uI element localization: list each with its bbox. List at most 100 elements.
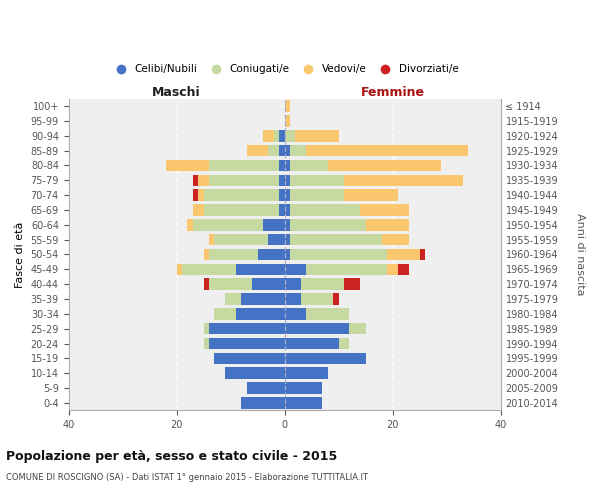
Bar (268, 145, 279, 156)
Text: Popolazione per età, sesso e stato civile - 2015: Popolazione per età, sesso e stato civil… (6, 450, 337, 463)
Bar (279, 130, 284, 141)
Bar (203, 338, 209, 349)
Bar (284, 204, 290, 216)
Bar (344, 190, 398, 201)
Bar (225, 293, 241, 305)
Bar (387, 248, 419, 260)
Bar (209, 338, 284, 349)
Bar (209, 174, 279, 186)
Bar (284, 219, 290, 230)
Bar (279, 160, 284, 171)
Bar (284, 382, 322, 394)
Bar (279, 204, 284, 216)
Bar (209, 278, 252, 290)
Bar (284, 308, 306, 320)
Bar (306, 264, 387, 275)
Bar (209, 160, 279, 171)
Bar (247, 382, 284, 394)
Text: COMUNE DI ROSCIGNO (SA) - Dati ISTAT 1° gennaio 2015 - Elaborazione TUTTITALIA.I: COMUNE DI ROSCIGNO (SA) - Dati ISTAT 1° … (6, 472, 368, 482)
Bar (203, 278, 209, 290)
Text: Femmine: Femmine (361, 86, 425, 98)
Bar (382, 234, 409, 245)
Bar (236, 308, 284, 320)
Bar (290, 234, 382, 245)
Bar (198, 174, 209, 186)
Bar (263, 219, 284, 230)
Bar (203, 204, 279, 216)
Bar (257, 248, 284, 260)
Bar (284, 264, 306, 275)
Bar (209, 234, 214, 245)
Bar (203, 248, 209, 260)
Bar (236, 264, 284, 275)
Bar (284, 397, 322, 408)
Bar (284, 190, 290, 201)
Bar (284, 174, 290, 186)
Y-axis label: Anni di nascita: Anni di nascita (575, 213, 585, 296)
Bar (225, 368, 284, 379)
Bar (328, 160, 441, 171)
Bar (290, 145, 306, 156)
Bar (279, 190, 284, 201)
Bar (387, 264, 398, 275)
Bar (284, 100, 290, 112)
Bar (284, 130, 295, 141)
Bar (419, 248, 425, 260)
Text: Maschi: Maschi (152, 86, 201, 98)
Y-axis label: Fasce di età: Fasce di età (15, 222, 25, 288)
Bar (284, 323, 349, 334)
Bar (182, 264, 236, 275)
Bar (290, 174, 344, 186)
Bar (193, 219, 263, 230)
Bar (306, 145, 468, 156)
Bar (241, 293, 284, 305)
Bar (193, 190, 198, 201)
Bar (284, 160, 290, 171)
Bar (214, 234, 268, 245)
Bar (284, 352, 365, 364)
Bar (284, 115, 290, 126)
Bar (349, 323, 365, 334)
Legend: Celibi/Nubili, Coniugati/e, Vedovi/e, Divorziati/e: Celibi/Nubili, Coniugati/e, Vedovi/e, Di… (106, 60, 463, 78)
Bar (344, 174, 463, 186)
Bar (344, 278, 360, 290)
Bar (290, 160, 328, 171)
Bar (193, 204, 203, 216)
Bar (284, 248, 290, 260)
Bar (187, 219, 193, 230)
Bar (290, 219, 365, 230)
Bar (284, 368, 328, 379)
Bar (279, 145, 284, 156)
Bar (284, 234, 290, 245)
Bar (252, 278, 284, 290)
Bar (263, 130, 274, 141)
Bar (284, 338, 338, 349)
Bar (203, 323, 209, 334)
Bar (214, 308, 236, 320)
Bar (284, 278, 301, 290)
Bar (198, 190, 203, 201)
Bar (268, 234, 284, 245)
Bar (284, 145, 290, 156)
Bar (301, 278, 344, 290)
Bar (214, 352, 284, 364)
Bar (247, 145, 268, 156)
Bar (290, 190, 344, 201)
Bar (333, 293, 338, 305)
Bar (306, 308, 349, 320)
Bar (360, 204, 409, 216)
Bar (274, 130, 279, 141)
Bar (193, 174, 198, 186)
Bar (241, 397, 284, 408)
Bar (176, 264, 182, 275)
Bar (209, 323, 284, 334)
Bar (290, 204, 360, 216)
Bar (284, 293, 301, 305)
Bar (290, 248, 387, 260)
Bar (301, 293, 333, 305)
Bar (203, 190, 279, 201)
Bar (365, 219, 409, 230)
Bar (295, 130, 338, 141)
Bar (338, 338, 349, 349)
Bar (209, 248, 257, 260)
